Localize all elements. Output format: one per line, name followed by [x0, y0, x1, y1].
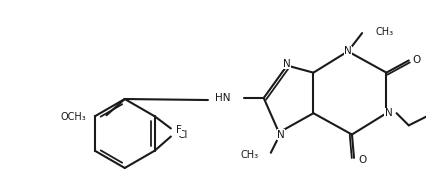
Text: O: O	[358, 155, 366, 165]
Text: OCH₃: OCH₃	[60, 112, 86, 122]
Text: N: N	[283, 59, 291, 69]
Text: N: N	[385, 108, 392, 118]
Text: HN: HN	[215, 93, 230, 103]
Text: N: N	[277, 130, 285, 140]
Text: CH₃: CH₃	[241, 150, 259, 160]
Text: Cl: Cl	[177, 130, 187, 140]
Text: CH₃: CH₃	[375, 27, 393, 37]
Text: O: O	[413, 55, 421, 65]
Text: N: N	[344, 46, 352, 56]
Text: F: F	[176, 125, 182, 135]
